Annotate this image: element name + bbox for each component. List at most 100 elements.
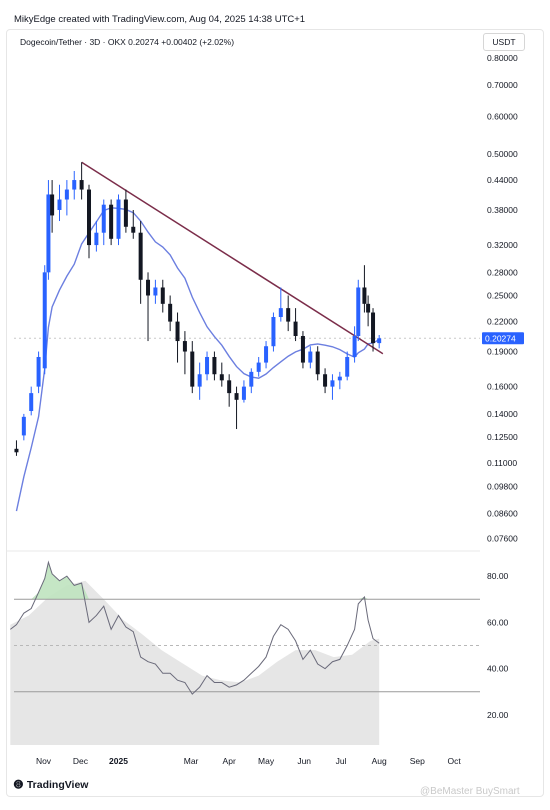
rsi-ma-area-shape [10,580,380,745]
currency-button[interactable]: USDT [483,33,525,51]
candle-body [131,226,136,233]
rsi-tick-label: 80.00 [487,571,509,581]
candle-body [21,416,26,436]
candle-body [116,199,121,239]
candle-body [300,336,305,363]
price-tick-label: 0.09800 [487,482,518,492]
rsi-ma-area [10,562,380,745]
current-price-box [482,332,524,345]
price-tick-label: 0.44000 [487,175,518,185]
time-tick-label: Aug [372,756,387,766]
candle-body [42,272,47,369]
watermark: @BeMaster BuySmart [420,786,520,797]
time-tick-label: Mar [184,756,199,766]
candle-body [153,287,158,296]
candle-body [101,204,106,233]
time-tick-label: Sep [410,756,425,766]
symbol-legend[interactable]: Dogecoin/Tether · 3D · OKX 0.20274 +0.00… [20,37,235,47]
tradingview-brand-label: TradingView [26,779,89,791]
candle-body [14,448,19,453]
price-tick-label: 0.19000 [487,347,518,357]
candle-body [79,180,84,190]
trendline [81,161,384,355]
candle-body [160,287,165,304]
price-tick-label: 0.25000 [487,290,518,300]
time-tick-label: Nov [36,756,52,766]
candle-body [271,317,276,347]
candle-body [308,351,313,363]
price-tick-label: 0.16000 [487,382,518,392]
candle-body [64,189,69,200]
candles [14,162,382,456]
rsi-overbought-fill [10,562,380,600]
rsi-tick-label: 20.00 [487,710,509,720]
candle-body [337,376,342,381]
candle-body [182,341,187,352]
tradingview-logo[interactable]: ➑ TradingView [14,779,88,791]
time-tick-label: Dec [73,756,89,766]
price-tick-label: 0.50000 [487,149,518,159]
price-axis[interactable]: 0.80000 0.70000 0.60000 0.50000 0.44000 0.380… [482,53,524,544]
tradingview-logo-icon: ➑ [14,779,23,791]
price-tick-label: 0.14000 [487,409,518,419]
candle-body [36,356,41,387]
candle-body [352,336,357,357]
candle-body [366,303,371,313]
candle-body [87,189,92,246]
candle-body [249,371,254,387]
time-tick-label: May [258,756,275,766]
candle-body [146,279,151,296]
chart-lines [10,161,384,695]
candle-body [168,303,173,322]
candle-body [286,308,291,322]
chart-frame [6,29,544,797]
candle-body [29,393,34,412]
time-tick-label: Oct [448,756,462,766]
time-tick-label: 2025 [109,756,128,766]
price-tick-label: 0.11000 [487,458,517,468]
rsi-tick-label: 40.00 [487,664,509,674]
time-tick-label: Apr [223,756,236,766]
candle-body [212,356,217,375]
price-tick-label: 0.08600 [487,508,518,518]
attribution-header: MikyEdge created with TradingView.com, A… [14,14,306,25]
candle-body [138,232,143,280]
rsi-line [10,560,380,695]
price-tick-label: 0.07600 [487,534,518,544]
candle-body [377,338,382,344]
candle-body [345,356,350,377]
candle-body [315,351,320,375]
price-tick-label: 0.32000 [487,240,518,250]
price-tick-label: 0.22000 [487,317,518,327]
price-tick-label: 0.12500 [487,432,518,442]
candle-body [227,380,232,394]
time-tick-label: Jul [336,756,347,766]
price-tick-label: 0.60000 [487,112,518,122]
candle-body [46,194,51,273]
candle-body [371,312,376,344]
time-tick-label: Jun [297,756,311,766]
candle-body [72,180,77,190]
candle-body [205,356,210,375]
candle-body [50,194,55,216]
price-tick-label: 0.80000 [487,53,518,63]
candle-body [109,204,114,239]
candle-body [190,351,195,387]
candle-body [241,386,246,400]
candle-body [330,380,335,387]
current-price-label: 0.20274 [485,333,516,343]
price-tick-label: 0.70000 [487,80,518,90]
candle-body [197,374,202,387]
rsi-axis[interactable]: 80.00 60.00 40.00 20.00 [487,571,509,720]
candle-body [175,321,180,342]
candle-body [256,362,261,372]
candle-body [356,287,361,337]
price-tick-label: 0.38000 [487,205,518,215]
candle-body [57,199,62,210]
chart-grid [6,337,480,693]
candle-body [234,393,239,400]
candle-body [293,321,298,337]
time-axis[interactable]: Nov Dec 2025 Mar Apr May Jun Jul Aug Sep Oct [36,756,461,766]
rsi-tick-label: 60.00 [487,617,509,627]
